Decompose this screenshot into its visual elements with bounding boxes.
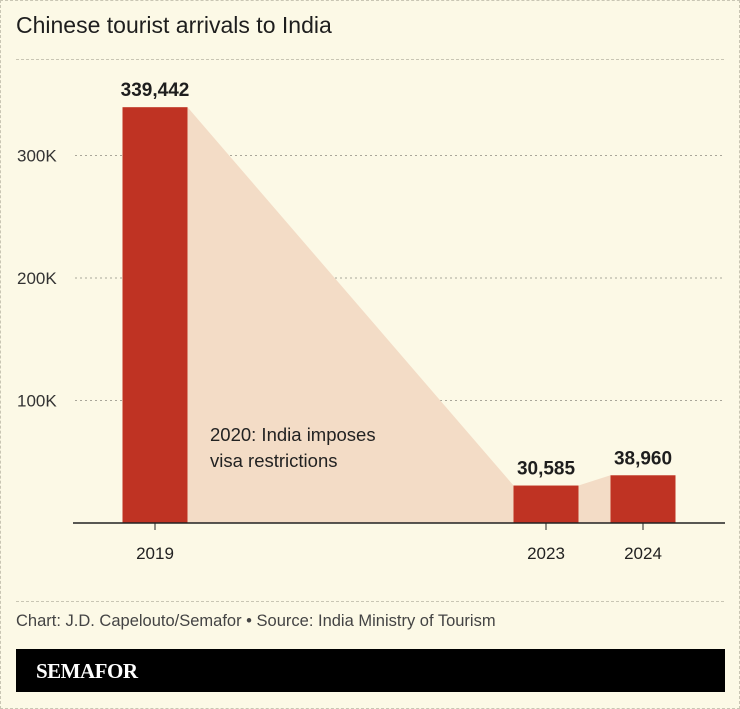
semafor-logo: SEMAFOR <box>16 649 725 692</box>
divider <box>16 601 724 602</box>
chart-title: Chinese tourist arrivals to India <box>16 12 332 38</box>
x-tick-label: 2019 <box>136 544 174 563</box>
recovery-shade <box>578 475 611 523</box>
logo-text: SEMAFOR <box>36 659 138 683</box>
divider <box>16 59 724 60</box>
annotation-text: visa restrictions <box>210 450 337 471</box>
bar-2024 <box>610 475 676 523</box>
source-credit: Chart: J.D. Capelouto/Semafor • Source: … <box>16 612 496 630</box>
x-tick-label: 2024 <box>624 544 662 563</box>
x-tick-label: 2023 <box>527 544 565 563</box>
y-tick-label: 200K <box>17 269 57 288</box>
bar-2023 <box>513 485 579 523</box>
data-label: 339,442 <box>121 80 190 101</box>
data-label: 30,585 <box>517 459 576 480</box>
y-tick-label: 300K <box>17 147 57 166</box>
annotation-text: 2020: India imposes <box>210 424 376 445</box>
y-tick-label: 100K <box>17 392 57 411</box>
bar-2019 <box>122 107 188 524</box>
bar-chart: 100K 200K 300K 339,442 2019 30,585 2023 38,960 2… <box>17 80 725 563</box>
decline-shade <box>187 107 514 524</box>
data-label: 38,960 <box>614 448 672 469</box>
